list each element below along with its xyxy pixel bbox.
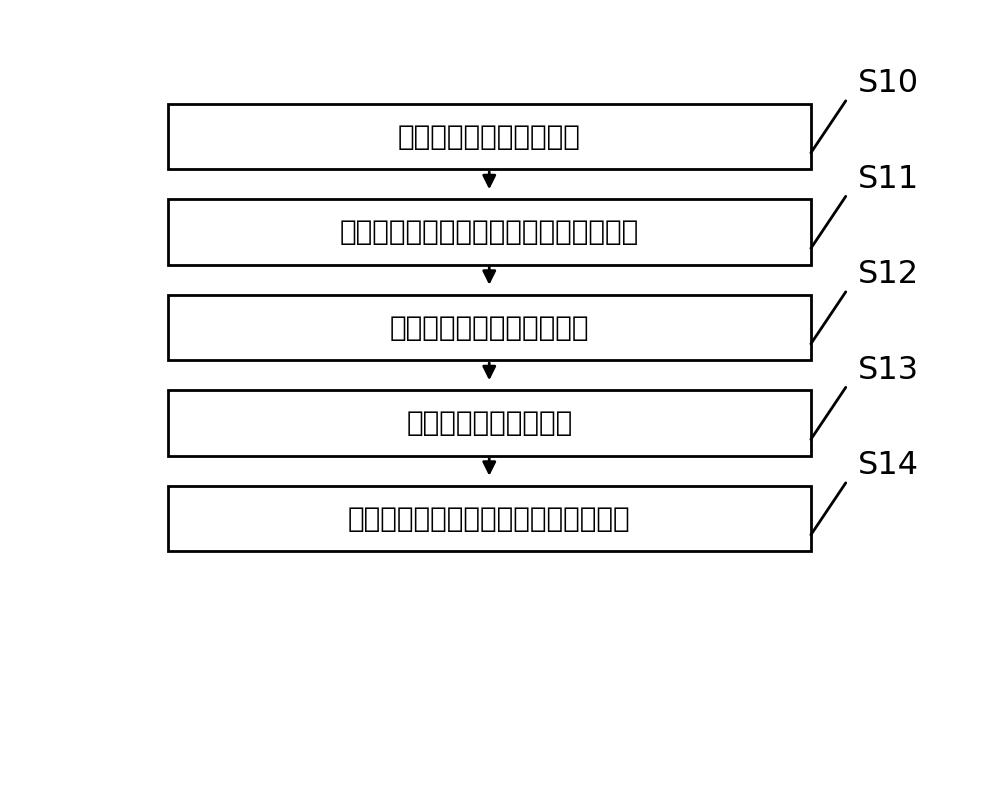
Text: S11: S11 xyxy=(857,163,919,195)
Bar xyxy=(168,104,811,169)
Text: S13: S13 xyxy=(857,355,918,385)
Text: S14: S14 xyxy=(857,450,918,481)
Text: 确定输送管的累计输送方量: 确定输送管的累计输送方量 xyxy=(390,313,589,341)
Text: S10: S10 xyxy=(857,68,918,99)
Bar xyxy=(168,199,811,265)
Text: 发送输送管检测启动信号: 发送输送管检测启动信号 xyxy=(398,122,581,151)
Text: S12: S12 xyxy=(857,259,919,290)
Text: 接收表示输送管状态检测结果的结果信号: 接收表示输送管状态检测结果的结果信号 xyxy=(340,218,639,246)
Bar xyxy=(168,486,811,551)
Bar xyxy=(168,295,811,360)
Text: 确定下一次检测输送管状态的检测时间: 确定下一次检测输送管状态的检测时间 xyxy=(348,505,631,532)
Text: 确定输送管的检测周期: 确定输送管的检测周期 xyxy=(406,409,572,437)
Bar xyxy=(168,390,811,455)
